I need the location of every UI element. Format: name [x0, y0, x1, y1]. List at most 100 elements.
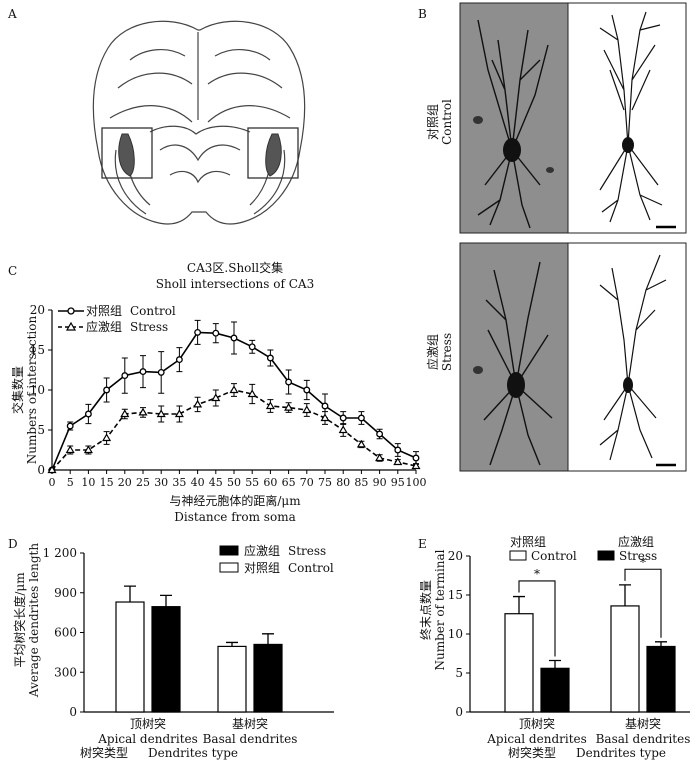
- sholl-control-point: [230, 334, 238, 342]
- chart-e-y-tick-label: 20: [448, 549, 463, 563]
- chart-d-bar-control: [217, 645, 247, 713]
- chart-e-errorbar-stress: [549, 659, 561, 669]
- chart-e-legend-control-en: Control: [531, 549, 577, 563]
- sholl-control-point: [194, 328, 202, 336]
- sholl-control-point: [157, 368, 165, 376]
- chart-c-legend-control-cn: 对照组: [86, 304, 122, 318]
- chart-d-y-tick-label: 300: [54, 665, 77, 679]
- chart-c-xlabel-en: Distance from soma: [174, 510, 295, 524]
- panel-label-b: B: [418, 7, 427, 21]
- ca3-region-box-left: [101, 127, 153, 179]
- chart-e-legend-control-cn: 对照组: [510, 535, 546, 549]
- stress-group-label-cn: 应激组: [425, 334, 440, 370]
- sholl-control-point: [285, 378, 293, 386]
- chart-c-title-cn: CA3区.Sholl交集: [187, 260, 283, 275]
- chart-d-legend-stress-en: Stress: [288, 544, 326, 558]
- chart-c-y-tick-label: 0: [37, 463, 45, 477]
- panel-label-c: C: [8, 264, 17, 278]
- chart-d-y-tick-label: 1 200: [43, 546, 77, 560]
- chart-c-legend-control-en: Control: [130, 304, 176, 318]
- chart-c-y-tick-label: 5: [37, 423, 45, 437]
- ca3-region-box-right: [247, 127, 299, 179]
- chart-c-x-tick-label: 55: [245, 476, 259, 489]
- chart-c-y-tick-label: 10: [30, 383, 45, 397]
- sholl-stress-point: [284, 402, 294, 411]
- chart-e-y-tick-label: 15: [448, 588, 463, 602]
- chart-d-ylabel-en: Average dendrites length: [27, 543, 41, 698]
- sholl-stress-point: [193, 399, 203, 408]
- sholl-control-point: [266, 354, 274, 362]
- chart-c-x-tick-label: 45: [209, 476, 223, 489]
- chart-c-x-tick-label: 25: [136, 476, 150, 489]
- sholl-control-point: [66, 422, 74, 430]
- sholl-control-point: [121, 372, 129, 380]
- chart-c-x-tick-label: 80: [336, 476, 350, 489]
- chart-c-ylabel-en: Numbers of intersection: [25, 316, 39, 465]
- chart-d-errorbar-control: [124, 585, 136, 603]
- sholl-control-point: [248, 343, 256, 351]
- chart-e-bar-stress: [540, 667, 570, 713]
- chart-e-significance-star: *: [640, 555, 646, 569]
- chart-c-x-tick-label: 95: [391, 476, 405, 489]
- chart-d-category-label-cn: 基树突: [232, 716, 268, 731]
- chart-c-legend: 对照组 Control 应激组 Stress: [58, 304, 176, 334]
- chart-d-legend-stress-cn: 应激组: [244, 543, 280, 558]
- sholl-stress-point: [375, 453, 385, 462]
- stress-group-label-en: Stress: [440, 333, 454, 371]
- chart-d-bar-stress: [253, 643, 283, 713]
- sholl-stress-point: [174, 409, 184, 418]
- control-micrograph: [459, 2, 569, 234]
- chart-e-errorbar-stress: [655, 641, 667, 647]
- chart-e-category-label-cn: 顶树突: [519, 716, 555, 731]
- chart-c-xlabel-cn: 与神经元胞体的距离/μm: [169, 493, 301, 508]
- chart-c-x-tick-label: 90: [373, 476, 387, 489]
- chart-d-errorbar-stress: [160, 594, 172, 607]
- chart-e-ylabel-en: Number of terminal: [433, 549, 447, 670]
- chart-c-x-tick-label: 0: [49, 476, 56, 489]
- sholl-control-point: [376, 430, 384, 438]
- sholl-stress-point: [138, 407, 148, 416]
- chart-d-xlabel-cn: 树突类型: [80, 745, 128, 760]
- panel-label-d: D: [8, 537, 18, 551]
- sholl-control-point: [357, 414, 365, 422]
- chart-d-xlabel-en: Dendrites type: [148, 746, 238, 760]
- chart-c-x-tick-label: 20: [118, 476, 132, 489]
- chart-e-y-tick-label: 5: [455, 666, 463, 680]
- chart-e-y-tick-label: 0: [455, 705, 463, 719]
- chart-d-category-label-en: Basal dendrites: [203, 732, 298, 746]
- sholl-control-point: [175, 356, 183, 364]
- chart-c-y-tick-label: 15: [30, 343, 45, 357]
- chart-e-legend-stress-cn: 应激组: [618, 534, 654, 549]
- sholl-stress-point: [229, 385, 239, 394]
- chart-d-legend-control-cn: 对照组: [244, 561, 280, 575]
- chart-c-x-tick-label: 70: [300, 476, 314, 489]
- chart-c-title-en: Sholl intersections of CA3: [156, 277, 314, 291]
- chart-e-xlabel-en: Dendrites type: [576, 746, 666, 760]
- chart-c-legend-stress-en: Stress: [130, 320, 168, 334]
- chart-e-errorbar-control: [513, 595, 525, 614]
- chart-d-errorbar-stress: [262, 633, 274, 645]
- chart-e-category-label-en: Apical dendrites: [486, 732, 587, 746]
- chart-d-y-tick-label: 900: [54, 586, 77, 600]
- sholl-stress-point: [47, 465, 57, 474]
- sholl-control-point: [303, 386, 311, 394]
- sholl-stress-point: [211, 393, 221, 402]
- sholl-stress-point: [393, 457, 403, 466]
- brain-section-illustration: [92, 20, 306, 225]
- chart-c-ylabel-cn: 交集数量: [10, 366, 25, 414]
- chart-c-legend-stress-cn: 应激组: [86, 319, 122, 334]
- sholl-stress-point: [83, 445, 93, 454]
- chart-d-ylabel-cn: 平均树突长度/μm: [12, 572, 27, 668]
- sholl-stress-point: [156, 409, 166, 418]
- chart-c-x-tick-label: 60: [263, 476, 277, 489]
- chart-c-x-tick-label: 15: [100, 476, 114, 489]
- sholl-control-point: [394, 446, 402, 454]
- chart-c-x-tick-label: 30: [154, 476, 168, 489]
- sholl-control-point: [412, 454, 420, 462]
- chart-e-errorbar-control: [619, 584, 631, 606]
- chart-c-x-tick-label: 75: [318, 476, 332, 489]
- hippocampus-left: [118, 133, 135, 177]
- panel-label-e: E: [418, 537, 427, 551]
